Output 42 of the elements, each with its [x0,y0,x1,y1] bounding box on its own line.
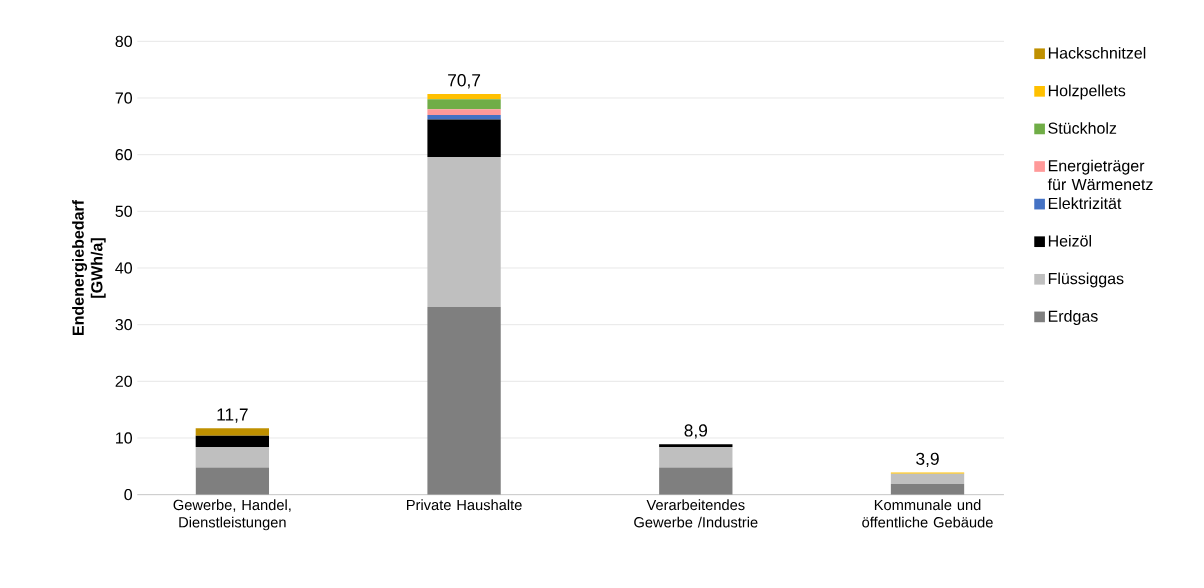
bar [427,115,501,120]
y-tick-label: 10 [116,432,133,444]
legend-label: Energieträger für Wärmenetz [1047,159,1153,191]
total-label: 8,9 [684,424,708,439]
x-tick-label: Kommunale und öffentliche Gebäude [862,499,993,528]
y-tick-label: 50 [115,205,133,217]
total-label: 11,7 [217,408,248,423]
y-tick-label: 60 [115,149,133,161]
total-label: 70,7 [448,74,481,89]
legend-label: Elektrizität [1048,197,1122,210]
x-tick-label: Gewerbe, Handel, Dienstleistungen [173,499,291,531]
bar [195,428,270,436]
bar [427,99,501,110]
bar [427,109,501,115]
x-tick-label: Private Haushalte [407,499,522,511]
bar [890,483,965,495]
legend-label: Heizöl [1048,234,1091,247]
y-tick-label: 20 [115,375,133,387]
y-tick-label: 40 [115,262,133,274]
bar [427,156,501,308]
y-tick-label: 0 [124,488,133,501]
bar [195,447,270,468]
total-label: 3,9 [916,452,939,467]
bar [427,307,501,495]
bar [659,467,733,495]
legend-label: Holzpellets [1048,84,1126,100]
x-tick-label: Verarbeitendes Gewerbe /Industrie [634,499,758,528]
bar [195,435,270,448]
legend-label: Flüssiggas [1048,272,1124,288]
legend-label: Stückholz [1048,122,1117,134]
bar [427,119,501,157]
bar [427,94,501,100]
legend-label: Erdgas [1048,310,1098,326]
bar [890,473,965,484]
y-tick-label: 30 [115,319,133,331]
y-tick-label: 80 [115,35,133,47]
y-tick-label: 70 [115,92,133,104]
bar [659,447,733,468]
bar [195,467,270,495]
legend-label: Hackschnitzel [1048,46,1146,59]
y-axis-title: Endenergiebedarf [GWh/a] [72,199,106,335]
bar [659,444,733,448]
